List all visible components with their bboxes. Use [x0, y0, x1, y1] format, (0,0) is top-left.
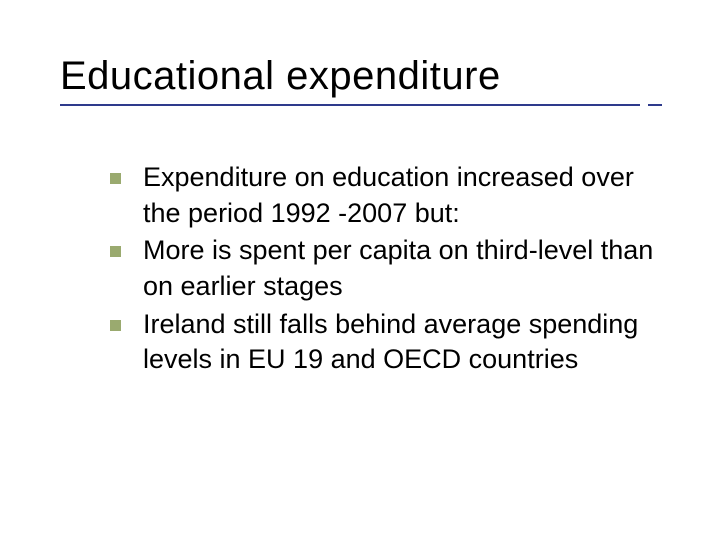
bullet-text: Ireland still falls behind average spend… — [143, 307, 670, 378]
title-block: Educational expenditure — [60, 54, 680, 106]
slide: Educational expenditure Expenditure on e… — [0, 0, 720, 540]
bullet-text: More is spent per capita on third-level … — [143, 233, 670, 304]
list-item: Ireland still falls behind average spend… — [110, 307, 670, 378]
slide-title: Educational expenditure — [60, 54, 680, 98]
square-bullet-icon — [110, 320, 121, 331]
slide-body: Expenditure on education increased over … — [110, 160, 670, 380]
square-bullet-icon — [110, 246, 121, 257]
bullet-text: Expenditure on education increased over … — [143, 160, 670, 231]
list-item: More is spent per capita on third-level … — [110, 233, 670, 304]
square-bullet-icon — [110, 173, 121, 184]
list-item: Expenditure on education increased over … — [110, 160, 670, 231]
title-underline — [60, 104, 640, 106]
